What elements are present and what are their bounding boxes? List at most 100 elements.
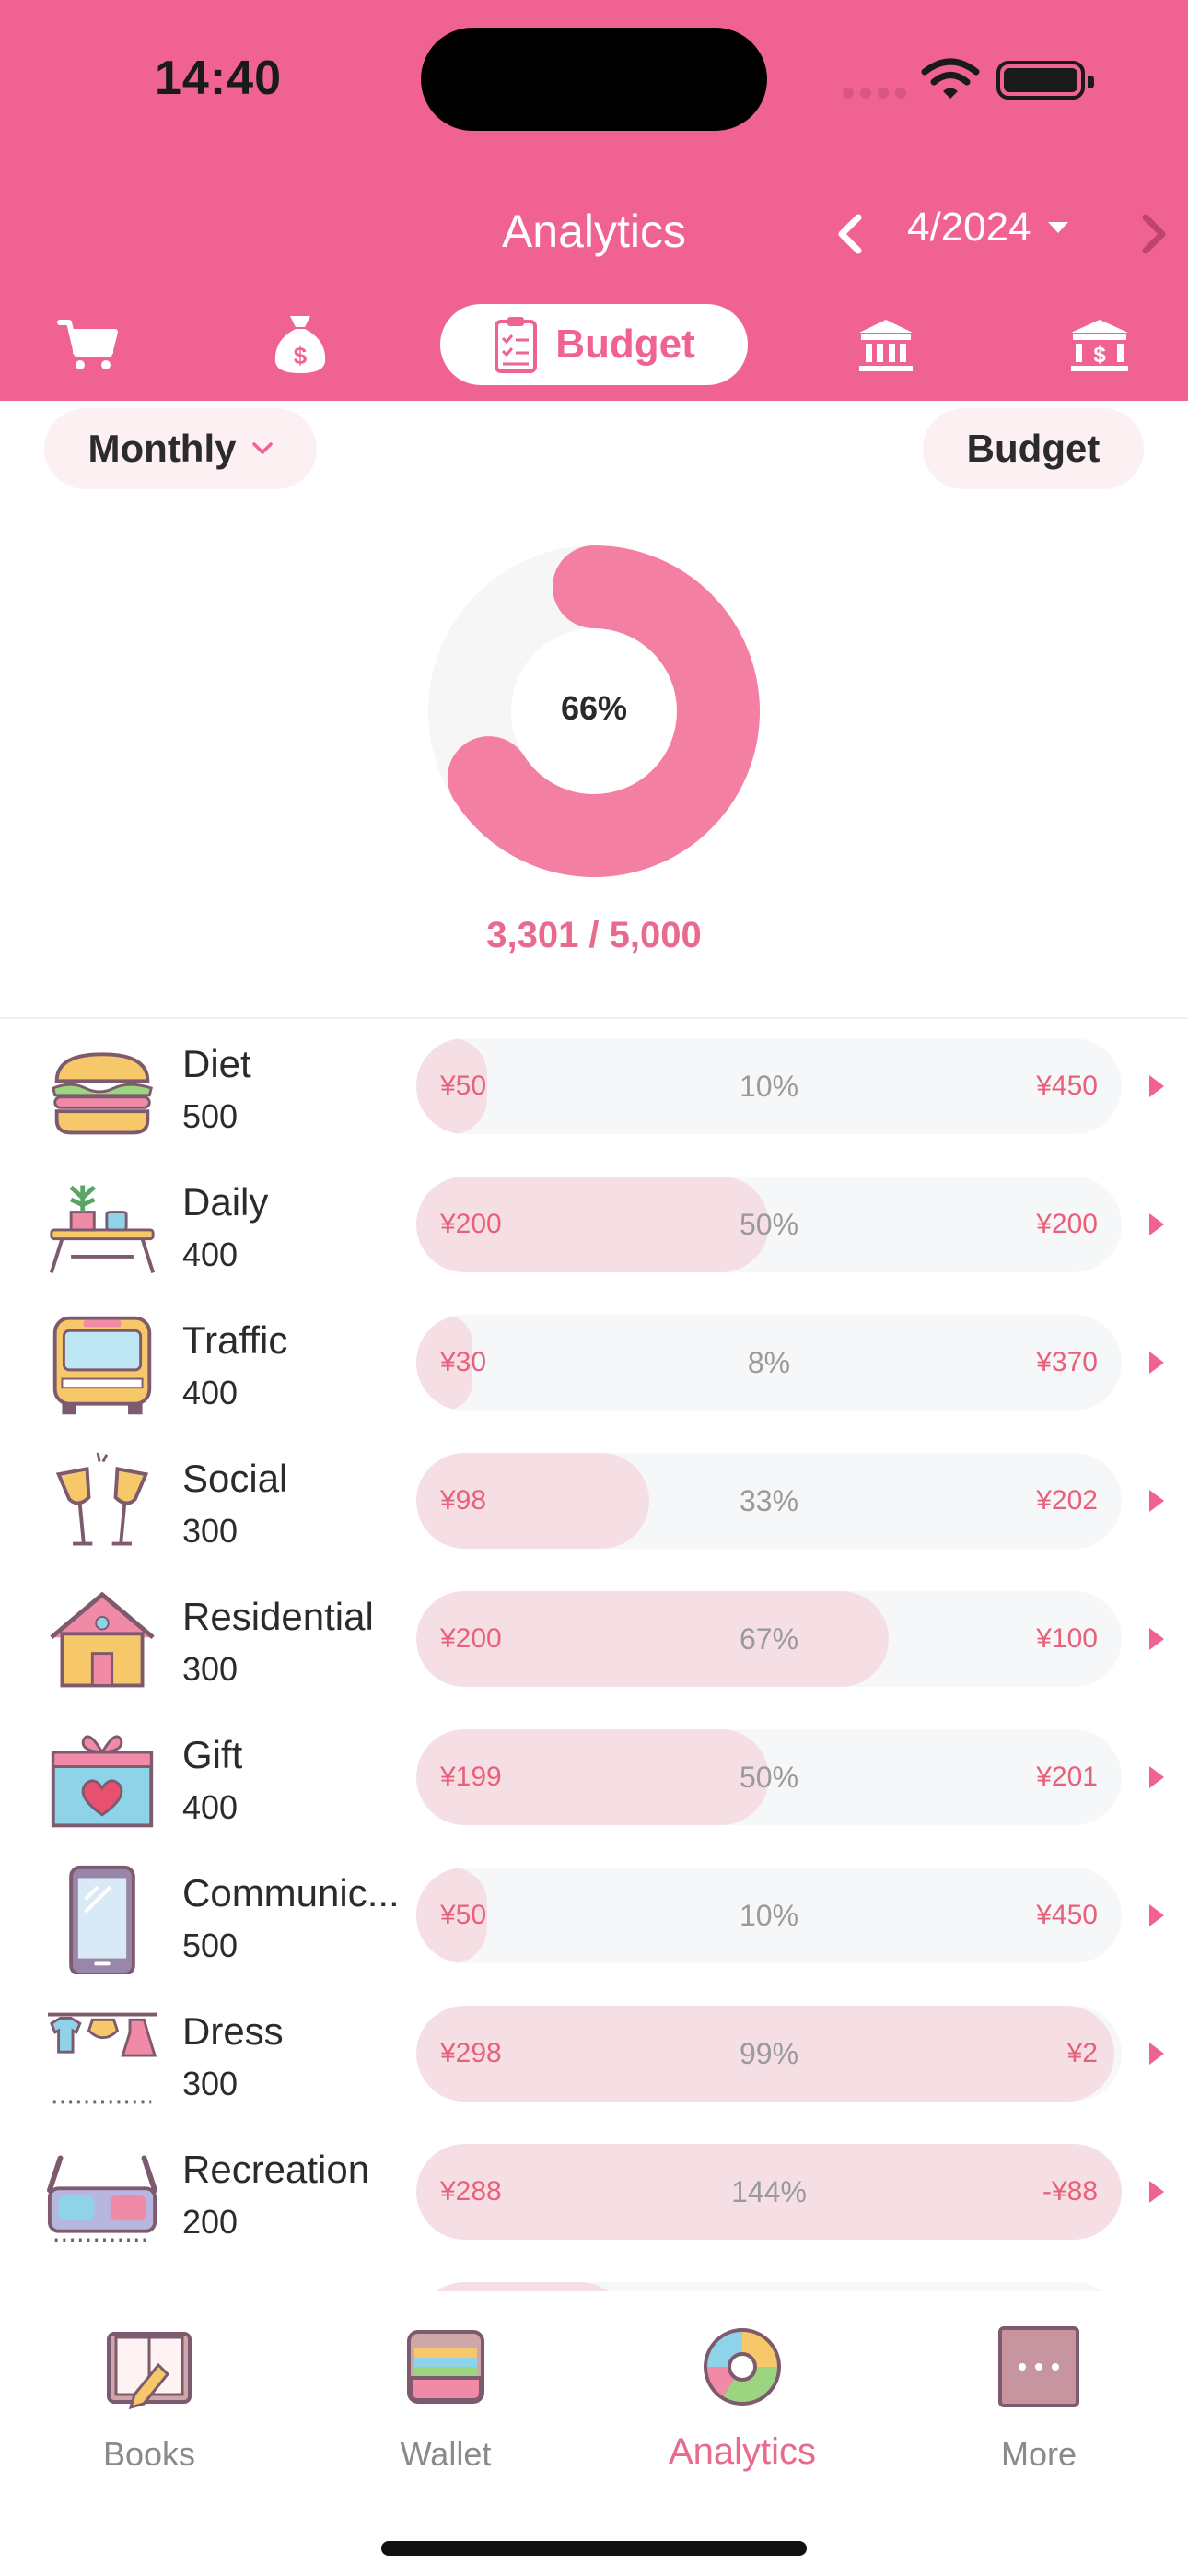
category-name: Diet xyxy=(182,1042,251,1085)
bank-icon xyxy=(859,320,913,371)
nav-more-label: More xyxy=(1000,2435,1077,2473)
budget-progress-fill xyxy=(416,1315,473,1411)
budget-progress-fill xyxy=(416,1177,769,1272)
caret-right-icon xyxy=(1149,1490,1164,1512)
budget-settings-button[interactable]: Budget xyxy=(923,408,1144,489)
caret-right-icon xyxy=(1149,1075,1164,1097)
tab-income[interactable]: $ xyxy=(260,304,341,385)
caret-right-icon xyxy=(1149,2043,1164,2065)
house-icon xyxy=(50,1591,155,1688)
spent-percent: 10% xyxy=(739,1070,799,1103)
category-budget: 500 xyxy=(182,1097,239,1135)
category-budget: 400 xyxy=(182,1374,239,1411)
status-time: 14:40 xyxy=(155,52,282,105)
budget-progress-fill xyxy=(416,1729,769,1825)
clipboard-icon xyxy=(495,317,538,373)
remaining-amount: ¥202 xyxy=(1036,1485,1098,1516)
period-type-label: Monthly xyxy=(87,427,237,470)
caret-right-icon xyxy=(1149,1352,1164,1374)
donut-percent-label: 66% xyxy=(560,689,628,727)
tab-assets[interactable] xyxy=(845,304,926,385)
category-name: Residential xyxy=(182,1595,374,1638)
nav-books-label: Books xyxy=(102,2435,196,2473)
nav-wallet-label: Wallet xyxy=(400,2435,492,2473)
category-row[interactable]: Recreation 200 ¥288 144% -¥88 xyxy=(0,2125,1188,2264)
wifi-icon xyxy=(921,58,980,99)
spent-amount: ¥50 xyxy=(440,1071,487,1101)
caret-right-icon xyxy=(1149,1904,1164,1926)
category-budget: 400 xyxy=(182,1788,239,1826)
home-indicator xyxy=(381,2541,807,2556)
wallet-icon xyxy=(407,2330,484,2404)
category-row[interactable]: Dress 300 ¥298 99% ¥2 xyxy=(0,1987,1188,2125)
budget-button-label: Budget xyxy=(966,427,1101,470)
budget-progress-fill xyxy=(416,2006,1115,2102)
category-row[interactable]: Gift 400 ¥199 50% ¥201 xyxy=(0,1711,1188,1849)
caret-right-icon xyxy=(1149,1628,1164,1650)
budget-progress-fill xyxy=(416,1868,487,1963)
spent-percent: 8% xyxy=(747,1346,791,1379)
page-title: Analytics xyxy=(501,205,687,257)
category-row[interactable]: Communic... 500 ¥50 10% ¥450 xyxy=(0,1849,1188,1987)
category-name: Social xyxy=(182,1457,288,1500)
tab-expense[interactable] xyxy=(48,304,129,385)
budget-progress-fill xyxy=(416,1038,487,1134)
remaining-amount: -¥88 xyxy=(1042,2176,1098,2207)
previous-period-button[interactable] xyxy=(829,210,873,258)
battery-icon xyxy=(996,61,1094,100)
pie-chart-icon xyxy=(704,2328,781,2406)
category-name: Daily xyxy=(182,1180,269,1224)
nav-analytics[interactable]: Analytics xyxy=(641,2319,844,2473)
spent-amount: ¥200 xyxy=(440,1623,502,1654)
remaining-amount: ¥370 xyxy=(1036,1347,1098,1377)
remaining-amount: ¥100 xyxy=(1036,1623,1098,1654)
category-budget: 300 xyxy=(182,2065,239,2102)
remaining-amount: ¥200 xyxy=(1036,1209,1098,1239)
budget-progress-bar: ¥30 8% ¥370 xyxy=(416,1315,1122,1411)
smartphone-icon xyxy=(69,1865,135,1974)
tab-budget-label: Budget xyxy=(555,322,695,367)
spent-percent: 50% xyxy=(739,1208,799,1241)
cart-icon xyxy=(57,320,118,369)
chevron-down-icon xyxy=(252,442,274,454)
category-name: Recreation xyxy=(182,2148,370,2191)
category-row[interactable]: Residential 300 ¥200 67% ¥100 xyxy=(0,1573,1188,1711)
period-type-dropdown[interactable]: Monthly xyxy=(44,408,317,489)
next-period-button[interactable] xyxy=(1131,210,1175,258)
budget-progress-fill xyxy=(416,1591,890,1687)
category-name: Communic... xyxy=(182,1871,400,1914)
category-budget-list: Diet 500 ¥50 10% ¥450 Daily 400 ¥200 50% ¥200 Traf… xyxy=(0,1020,1188,2291)
nav-books[interactable]: Books xyxy=(48,2319,250,2474)
budget-progress-bar: ¥288 144% -¥88 xyxy=(416,2144,1122,2240)
spent-percent: 67% xyxy=(739,1622,799,1656)
budget-progress-bar: ¥298 99% ¥2 xyxy=(416,2006,1122,2102)
category-name: Dress xyxy=(182,2009,284,2053)
nav-analytics-label: Analytics xyxy=(668,2431,817,2472)
budget-progress-bar: ¥200 50% ¥200 xyxy=(416,1177,1122,1272)
category-row[interactable]: Diet 500 ¥50 10% ¥450 xyxy=(0,1020,1188,1158)
category-budget: 300 xyxy=(182,1512,239,1550)
tab-liabilities[interactable]: $ xyxy=(1059,304,1140,385)
category-row[interactable]: Social 300 ¥98 33% ¥202 xyxy=(0,1434,1188,1573)
spent-percent: 33% xyxy=(739,1484,799,1517)
category-row[interactable] xyxy=(0,2264,1188,2291)
period-picker[interactable]: 4/2024 xyxy=(907,205,1068,251)
spent-percent: 50% xyxy=(739,1761,799,1794)
3d-glasses-icon xyxy=(47,2155,157,2242)
period-label: 4/2024 xyxy=(907,205,1031,250)
nav-more[interactable]: More xyxy=(938,2319,1140,2474)
bottom-navigation: Books Wallet Analytics More xyxy=(0,2291,1188,2576)
nav-wallet[interactable]: Wallet xyxy=(344,2319,547,2474)
clothesline-icon xyxy=(47,2012,157,2104)
category-budget: 500 xyxy=(182,1926,239,1964)
svg-text:$: $ xyxy=(294,342,308,369)
category-row[interactable]: Daily 400 ¥200 50% ¥200 xyxy=(0,1158,1188,1296)
svg-text:$: $ xyxy=(1093,343,1106,368)
champagne-glasses-icon xyxy=(55,1452,149,1546)
spent-amount: ¥98 xyxy=(440,1485,487,1516)
tab-budget[interactable]: Budget xyxy=(440,304,748,385)
remaining-amount: ¥201 xyxy=(1036,1762,1098,1792)
category-name: Gift xyxy=(182,1733,243,1776)
category-row[interactable]: Traffic 400 ¥30 8% ¥370 xyxy=(0,1296,1188,1434)
spent-amount: ¥288 xyxy=(440,2176,502,2207)
